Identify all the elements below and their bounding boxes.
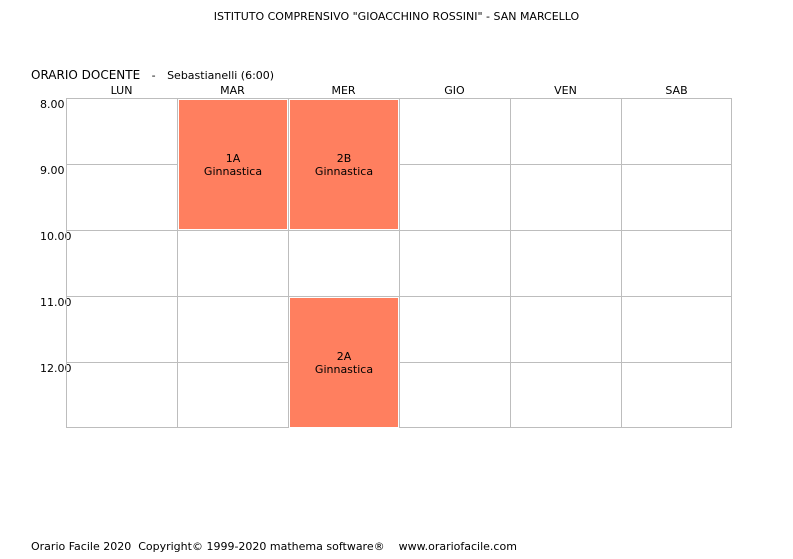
lesson-block-2a[interactable]: 2A Ginnastica bbox=[289, 297, 399, 428]
time-label-11: 11.00 bbox=[40, 296, 72, 309]
heading-label: ORARIO DOCENTE bbox=[31, 68, 141, 82]
day-header-mar: MAR bbox=[220, 84, 245, 97]
teacher-name: Sebastianelli (6:00) bbox=[167, 69, 275, 82]
grid-column-divider bbox=[510, 98, 511, 428]
lesson-block-1a[interactable]: 1A Ginnastica bbox=[178, 99, 288, 230]
lesson-class: 2B bbox=[336, 151, 352, 165]
footer-app: Orario Facile 2020 bbox=[31, 540, 132, 553]
footer: Orario Facile 2020 Copyright© 1999-2020 … bbox=[31, 540, 517, 553]
footer-url[interactable]: www.orariofacile.com bbox=[398, 540, 517, 553]
grid-column-divider bbox=[399, 98, 400, 428]
day-header-gio: GIO bbox=[444, 84, 465, 97]
lesson-subject: Ginnastica bbox=[314, 362, 374, 376]
grid-row-divider bbox=[66, 230, 732, 231]
time-label-12: 12.00 bbox=[40, 362, 72, 375]
grid-row-divider bbox=[66, 164, 732, 165]
day-header-ven: VEN bbox=[554, 84, 577, 97]
grid-row-divider bbox=[66, 362, 732, 363]
lesson-subject: Ginnastica bbox=[314, 164, 374, 178]
lesson-class: 1A bbox=[225, 151, 241, 165]
lesson-block-2b[interactable]: 2B Ginnastica bbox=[289, 99, 399, 230]
lesson-class: 2A bbox=[336, 349, 352, 363]
day-header-lun: LUN bbox=[110, 84, 133, 97]
time-label-8: 8.00 bbox=[40, 98, 65, 111]
schedule-heading: ORARIO DOCENTE - Sebastianelli (6:00) bbox=[31, 68, 274, 82]
footer-copyright: Copyright© 1999-2020 mathema software® bbox=[138, 540, 385, 553]
time-label-10: 10.00 bbox=[40, 230, 72, 243]
grid-column-divider bbox=[177, 98, 178, 428]
grid-column-divider bbox=[621, 98, 622, 428]
day-header-sab: SAB bbox=[665, 84, 688, 97]
time-label-9: 9.00 bbox=[40, 164, 65, 177]
grid-row-divider bbox=[66, 296, 732, 297]
day-header-mer: MER bbox=[331, 84, 356, 97]
lesson-subject: Ginnastica bbox=[203, 164, 263, 178]
grid-column-divider bbox=[288, 98, 289, 428]
heading-separator: - bbox=[151, 69, 156, 82]
school-title: ISTITUTO COMPRENSIVO "GIOACCHINO ROSSINI… bbox=[213, 10, 580, 23]
